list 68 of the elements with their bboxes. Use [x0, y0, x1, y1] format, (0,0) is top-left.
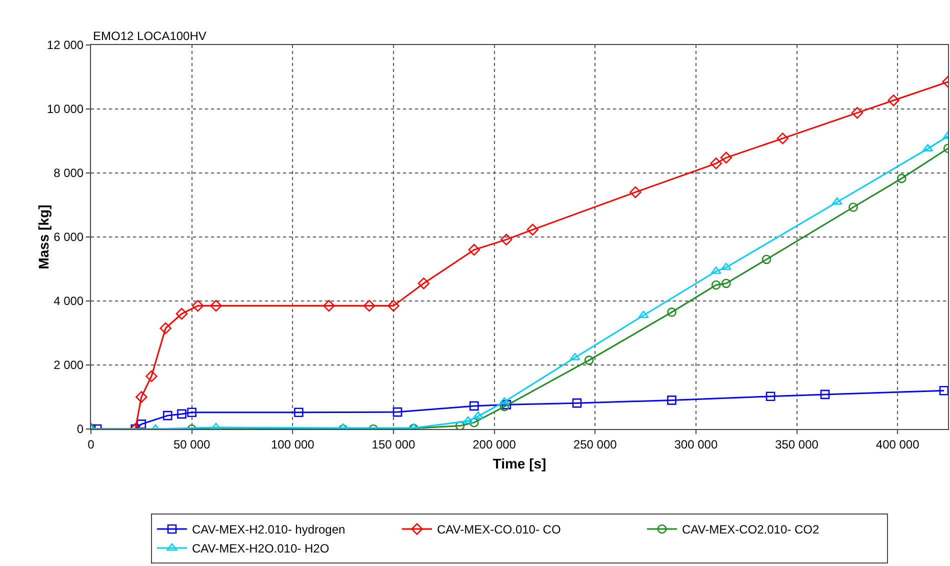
- point: [667, 396, 676, 405]
- point: [363, 300, 376, 312]
- point: [192, 300, 204, 312]
- point: [526, 224, 538, 236]
- legend-label: CAV-MEX-H2O.010- H2O: [192, 542, 330, 556]
- point: [160, 322, 172, 334]
- point: [630, 186, 642, 198]
- point: [469, 401, 479, 411]
- point: [455, 421, 465, 429]
- point: [848, 202, 858, 212]
- point: [210, 300, 222, 312]
- point: [896, 174, 906, 184]
- x-tick-label: 50 000: [173, 437, 210, 452]
- point: [187, 408, 196, 418]
- point: [832, 197, 842, 205]
- point: [323, 300, 335, 312]
- point: [572, 398, 582, 408]
- x-tick-label: 350 000: [775, 437, 819, 452]
- point: [939, 386, 948, 396]
- point: [136, 420, 146, 429]
- point: [722, 278, 731, 288]
- point: [776, 132, 788, 144]
- y-axis-title: Mass [kg]: [36, 204, 52, 270]
- point: [146, 370, 158, 382]
- x-tick-label: 100 000: [270, 437, 315, 452]
- point: [294, 408, 304, 418]
- point: [177, 409, 186, 419]
- legend-label: CAV-MEX-H2.010- hydrogen: [192, 522, 346, 537]
- point: [766, 392, 776, 402]
- point: [388, 300, 400, 312]
- point: [711, 280, 721, 290]
- point: [162, 410, 172, 420]
- x-tick-label: 0: [88, 437, 95, 452]
- legend-label: CAV-MEX-CO.010- CO: [437, 522, 561, 537]
- point: [720, 262, 732, 270]
- y-tick-label: 4 000: [54, 294, 84, 308]
- point: [720, 152, 732, 164]
- point: [570, 352, 580, 360]
- point: [667, 308, 676, 317]
- point: [762, 254, 772, 264]
- point: [392, 407, 402, 417]
- point: [820, 390, 830, 400]
- x-tick-label: 150 000: [372, 437, 416, 452]
- y-tick-label: 6 000: [54, 230, 84, 244]
- y-tick-label: 8 000: [54, 166, 84, 180]
- x-tick-label: 200 000: [472, 437, 516, 452]
- point: [469, 418, 479, 428]
- point: [468, 244, 480, 256]
- legend-label: CAV-MEX-CO2.010- CO2: [682, 522, 820, 537]
- y-tick-label: 10 000: [46, 102, 84, 116]
- point: [462, 416, 474, 424]
- x-axis-title: Time [s]: [492, 456, 546, 472]
- point: [176, 308, 188, 320]
- y-tick-label: 0: [76, 422, 84, 436]
- y-tick-label: 12 000: [46, 38, 84, 52]
- point: [584, 356, 594, 365]
- y-tick-label: 2 000: [54, 358, 84, 372]
- x-tick-label: 400 000: [876, 437, 920, 452]
- point: [888, 94, 900, 106]
- point: [851, 106, 864, 119]
- text: EMO12 LOCA100HV: [93, 29, 206, 43]
- point: [136, 391, 148, 403]
- point: [638, 310, 649, 318]
- x-tick-label: 250 000: [573, 437, 618, 452]
- point: [418, 278, 430, 290]
- point: [500, 234, 512, 246]
- point: [710, 158, 722, 170]
- x-tick-label: 300 000: [674, 437, 718, 452]
